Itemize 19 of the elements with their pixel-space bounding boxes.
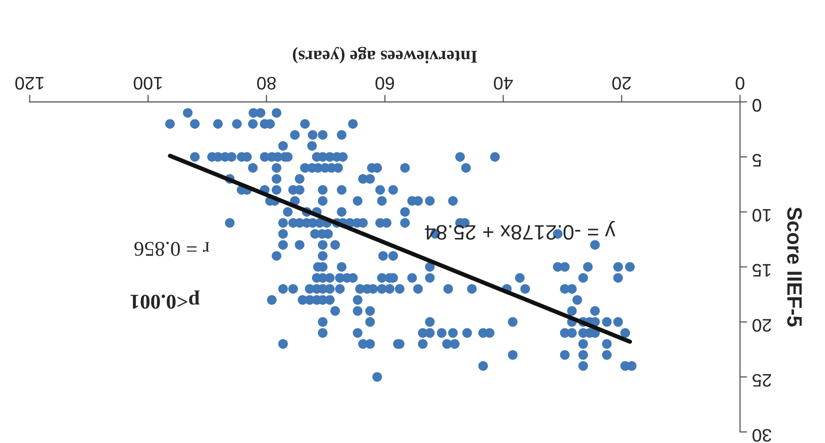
annotation: y = -0.2178x + 25.84 (424, 220, 616, 240)
x-tick-label: 20 (612, 76, 631, 90)
y-tick-label: 25 (752, 374, 772, 387)
y-tick-label: 0 (752, 98, 762, 112)
x-tick-label: 80 (257, 76, 276, 90)
y-tick-label: 30 (752, 428, 772, 442)
x-tick-label: 0 (736, 76, 744, 90)
x-tick-label: 120 (15, 76, 44, 90)
x-tick-label: 60 (376, 76, 394, 90)
y-tick-label: 10 (752, 208, 771, 222)
x-axis-title: Interviewees age (years) (292, 46, 478, 64)
y-tick-label: 20 (752, 318, 772, 332)
annotation: p<0.001 (130, 290, 200, 309)
x-tick-label: 40 (494, 76, 513, 90)
x-tick-label: 100 (134, 76, 162, 90)
y-axis-title: Score IIEF-5 (787, 207, 802, 327)
annotation: r = 0.856 (134, 242, 210, 256)
y-tick-label: 5 (752, 154, 762, 167)
y-tick-label: 15 (752, 264, 771, 277)
